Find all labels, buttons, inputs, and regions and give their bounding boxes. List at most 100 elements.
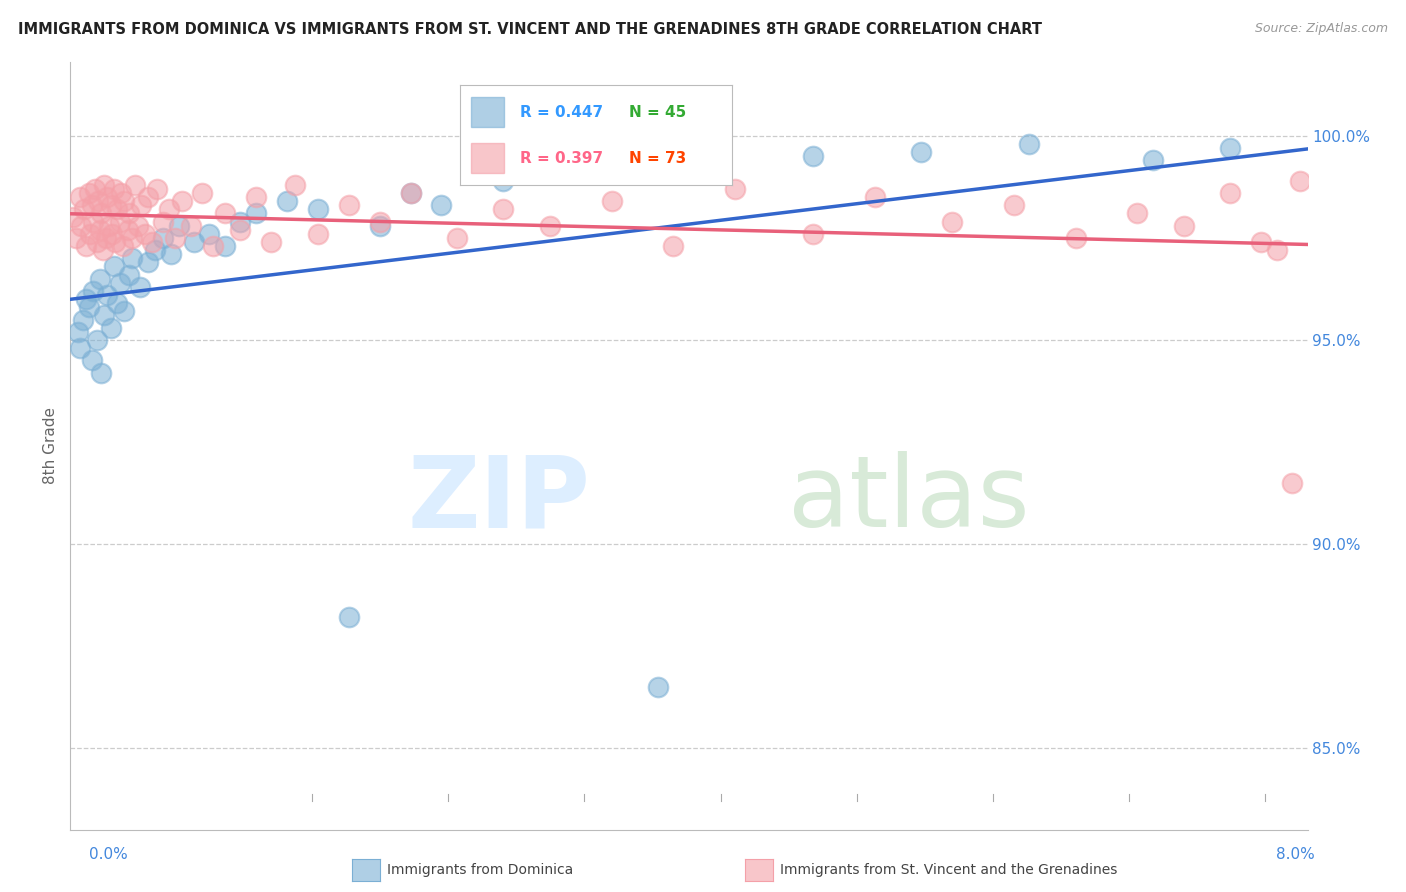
- Point: [98, 219, 120, 233]
- Point: [67, 325, 90, 339]
- Text: Immigrants from Dominica: Immigrants from Dominica: [387, 863, 572, 877]
- Point: [214, 239, 236, 253]
- Point: [96, 288, 118, 302]
- Point: [165, 231, 187, 245]
- Point: [260, 235, 283, 249]
- Point: [170, 194, 193, 209]
- Point: [709, 157, 731, 171]
- Point: [118, 268, 141, 282]
- Point: [1281, 475, 1303, 490]
- Point: [89, 223, 111, 237]
- Point: [1002, 198, 1025, 212]
- Point: [91, 243, 114, 257]
- Point: [75, 239, 97, 253]
- Point: [399, 186, 422, 200]
- Point: [65, 231, 87, 245]
- Point: [146, 182, 169, 196]
- Point: [600, 194, 623, 209]
- Point: [284, 178, 307, 192]
- Point: [337, 610, 360, 624]
- Point: [368, 219, 391, 233]
- Point: [73, 202, 96, 217]
- Point: [245, 206, 267, 220]
- Point: [145, 243, 166, 257]
- Point: [105, 202, 128, 217]
- Point: [62, 211, 84, 225]
- Point: [104, 235, 127, 249]
- Point: [446, 231, 468, 245]
- Point: [84, 182, 107, 196]
- Point: [1126, 206, 1149, 220]
- Point: [1219, 141, 1241, 155]
- Point: [77, 300, 100, 314]
- Point: [103, 260, 125, 274]
- Text: 0.0%: 0.0%: [89, 847, 128, 862]
- Point: [105, 296, 128, 310]
- Point: [127, 219, 149, 233]
- Point: [136, 255, 159, 269]
- Point: [117, 223, 139, 237]
- Point: [90, 206, 112, 220]
- Point: [69, 190, 91, 204]
- Point: [141, 235, 163, 249]
- Point: [110, 186, 132, 200]
- Point: [337, 198, 360, 212]
- Point: [136, 190, 159, 204]
- Point: [276, 194, 298, 209]
- Point: [183, 235, 205, 249]
- Point: [554, 166, 576, 180]
- Point: [79, 227, 101, 241]
- Point: [157, 202, 180, 217]
- Point: [134, 227, 156, 241]
- Point: [93, 178, 115, 192]
- Point: [87, 194, 110, 209]
- Point: [724, 182, 747, 196]
- Point: [86, 235, 108, 249]
- Point: [167, 219, 190, 233]
- Point: [245, 190, 267, 204]
- Point: [90, 366, 112, 380]
- Point: [1219, 186, 1241, 200]
- Point: [307, 227, 329, 241]
- Point: [430, 198, 453, 212]
- Point: [160, 247, 183, 261]
- Point: [124, 178, 146, 192]
- Point: [662, 239, 685, 253]
- Point: [82, 214, 105, 228]
- Text: IMMIGRANTS FROM DOMINICA VS IMMIGRANTS FROM ST. VINCENT AND THE GRENADINES 8TH G: IMMIGRANTS FROM DOMINICA VS IMMIGRANTS F…: [18, 22, 1042, 37]
- Point: [121, 231, 143, 245]
- Point: [89, 271, 111, 285]
- Point: [1142, 153, 1164, 168]
- Point: [100, 320, 122, 334]
- Point: [77, 186, 100, 200]
- Point: [191, 186, 214, 200]
- Point: [307, 202, 329, 217]
- Text: Immigrants from St. Vincent and the Grenadines: Immigrants from St. Vincent and the Gren…: [780, 863, 1118, 877]
- Point: [229, 214, 252, 228]
- Text: 8.0%: 8.0%: [1275, 847, 1315, 862]
- Point: [69, 341, 91, 355]
- Point: [201, 239, 224, 253]
- Point: [1173, 219, 1195, 233]
- Point: [941, 214, 963, 228]
- Point: [103, 182, 125, 196]
- Point: [647, 680, 669, 694]
- Point: [801, 149, 824, 163]
- Point: [129, 280, 152, 294]
- Point: [229, 223, 252, 237]
- Point: [1289, 174, 1312, 188]
- Point: [86, 333, 108, 347]
- Point: [96, 190, 118, 204]
- Point: [101, 227, 124, 241]
- Point: [80, 198, 103, 212]
- Point: [108, 214, 131, 228]
- Y-axis label: 8th Grade: 8th Grade: [44, 408, 59, 484]
- Point: [180, 219, 202, 233]
- Point: [118, 206, 141, 220]
- Point: [121, 252, 143, 266]
- Point: [80, 353, 103, 368]
- Point: [399, 186, 422, 200]
- Point: [93, 309, 115, 323]
- Point: [114, 304, 135, 318]
- Point: [492, 174, 515, 188]
